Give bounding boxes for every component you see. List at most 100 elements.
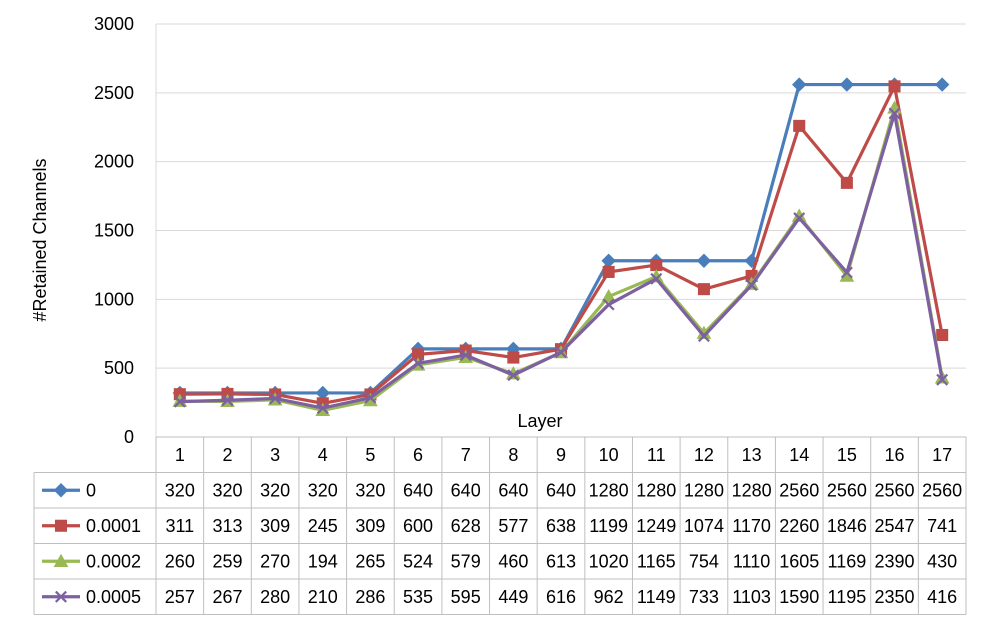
table-cell: 741 (927, 516, 957, 536)
marker-diamond (934, 77, 950, 92)
marker-diamond (601, 253, 616, 268)
table-cell: 638 (546, 516, 576, 536)
y-tick-label: 3000 (94, 14, 134, 34)
data-point (696, 253, 712, 268)
table-cell: 1590 (779, 587, 819, 607)
table-cell: 280 (260, 587, 290, 607)
marker-square (793, 119, 806, 132)
data-point (793, 119, 806, 132)
table-cell: 449 (498, 587, 528, 607)
table-cell: 270 (260, 551, 290, 571)
series-line (179, 106, 944, 412)
marker-square (602, 265, 615, 278)
legend-key (42, 590, 80, 603)
table-cell: 733 (689, 587, 719, 607)
marker-diamond (696, 253, 712, 268)
legend-label: 0.0005 (86, 587, 141, 607)
axes: 0 500 1000 1500 2000 2500 3000 (94, 14, 157, 447)
data-point (412, 357, 425, 370)
table-cell: 1199 (589, 516, 628, 536)
table-cell: 309 (355, 516, 385, 536)
data-point (650, 272, 663, 285)
data-point (745, 279, 758, 292)
marker-x (364, 391, 377, 404)
marker-x (650, 272, 663, 285)
table-cell: 1110 (733, 551, 770, 571)
table-cell: 311 (165, 516, 194, 536)
table-cell: 257 (165, 587, 195, 607)
marker-triangle (53, 553, 69, 567)
table-cell: 286 (355, 587, 385, 607)
x-axis-title: Layer (517, 411, 562, 431)
table-cell: 1149 (637, 587, 676, 607)
table-cell: 2560 (922, 480, 962, 500)
data-point (792, 77, 807, 92)
marker-diamond (792, 77, 807, 92)
marker-square (650, 259, 663, 272)
legend-key (42, 553, 80, 567)
table-cell: 1846 (827, 516, 867, 536)
table-cell: 320 (355, 480, 385, 500)
table-cell: 267 (212, 587, 242, 607)
series-0.0005 (173, 107, 949, 415)
data-point (697, 283, 710, 296)
table-cell: 210 (308, 587, 338, 607)
x-tick-label: 12 (694, 445, 714, 465)
table-cell: 320 (308, 480, 338, 500)
x-tick-label: 8 (508, 445, 518, 465)
x-tick-label: 7 (461, 445, 471, 465)
x-tick-label: 13 (742, 445, 762, 465)
marker-square (936, 328, 949, 342)
marker-x (412, 357, 425, 370)
y-tick-label: 1500 (94, 221, 134, 241)
x-tick-label: 10 (599, 445, 619, 465)
x-tick-label: 15 (837, 445, 857, 465)
data-point (221, 394, 234, 407)
data-point (601, 253, 616, 268)
table-cell: 1280 (684, 480, 724, 500)
y-tick-label: 500 (104, 358, 134, 378)
marker-x (793, 212, 806, 225)
table-cell: 524 (403, 551, 433, 571)
table-cell: 320 (165, 480, 195, 500)
marker-diamond (53, 483, 69, 498)
table-cell: 600 (403, 516, 433, 536)
y-tick-label: 2000 (94, 152, 134, 172)
marker-x (269, 392, 282, 405)
table-cell: 640 (546, 480, 576, 500)
data-point (602, 265, 615, 278)
y-axis-title: #Retained Channels (30, 158, 50, 321)
table-cell: 640 (403, 480, 433, 500)
table-cell: 416 (927, 587, 957, 607)
table-cell: 962 (594, 587, 624, 607)
table-cell: 460 (498, 551, 528, 571)
x-tick-label: 16 (885, 445, 905, 465)
table-cell: 265 (355, 551, 385, 571)
table-cell: 1170 (732, 516, 771, 536)
data-point (697, 330, 710, 343)
data-point (459, 349, 472, 362)
data-point (507, 351, 520, 364)
legend-label: 0 (86, 480, 96, 500)
table-cell: 1249 (636, 516, 676, 536)
data-point (888, 107, 901, 120)
gridlines (156, 23, 966, 369)
x-tick-label: 9 (556, 445, 566, 465)
data-point (840, 266, 853, 279)
data-point (555, 346, 567, 359)
x-tick-label: 11 (647, 445, 666, 465)
data-point (888, 80, 901, 93)
x-tick-label: 6 (413, 445, 423, 465)
table-cell: 1280 (636, 480, 676, 500)
table-cell: 309 (260, 516, 290, 536)
table-cell: 754 (689, 551, 719, 571)
data-table: 1 2 3 4 5 6 7 8 9 10 11 12 13 14 15 16 170 320 320 320 320 32… (33, 436, 967, 615)
table-cell: 260 (165, 551, 195, 571)
legend-label: 0.0002 (86, 551, 141, 571)
table-cell: 2260 (779, 516, 819, 536)
data-point (601, 289, 616, 303)
data-point (602, 298, 615, 311)
table-cell: 320 (212, 480, 242, 500)
x-tick-label: 17 (932, 445, 952, 465)
data-point (173, 395, 186, 408)
